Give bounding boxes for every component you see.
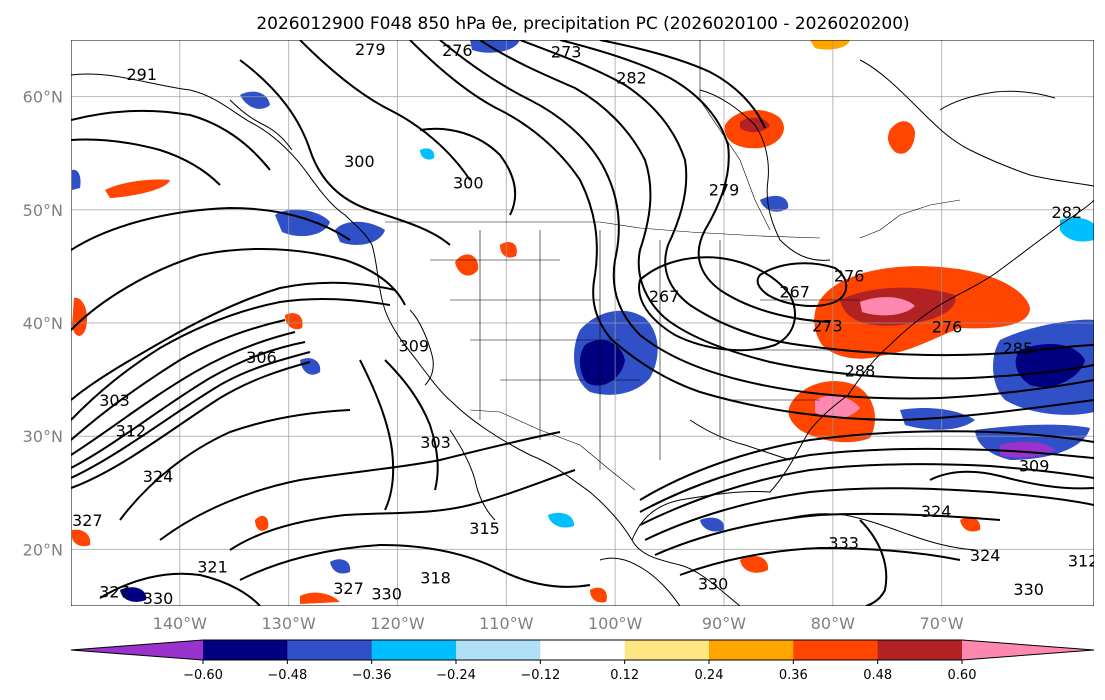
lon-tick-label: 90°W: [702, 614, 746, 633]
contour-label: 318: [420, 569, 451, 588]
contour-label: 273: [551, 42, 582, 61]
contour-label: 303: [420, 433, 451, 452]
borders: [385, 40, 961, 491]
colorbar-segment: [371, 640, 457, 660]
contour-label: 324: [970, 546, 1001, 565]
latitude-labels: 20°N 30°N 40°N 50°N 60°N: [23, 88, 63, 560]
colorbar-tick-label: 0.48: [863, 668, 892, 683]
colorbar-segment: [287, 640, 373, 660]
colorbar-tick-label: −0.36: [352, 668, 392, 683]
lat-tick-label: 30°N: [23, 427, 63, 446]
lon-tick-label: 140°W: [153, 614, 208, 633]
contour-label: 309: [1019, 457, 1050, 476]
contour-label: 288: [845, 362, 876, 381]
contour-label: 267: [649, 287, 680, 306]
colorbar-tick-label: 0.12: [610, 668, 639, 683]
contour-label: 285: [1003, 339, 1034, 358]
colorbar-extend-min: [71, 640, 203, 660]
chart-title: 2026012900 F048 850 hPa θe, precipitatio…: [256, 14, 909, 34]
colorbar-segment: [793, 640, 879, 660]
colorbar-tick-label: −0.24: [436, 668, 476, 683]
contour-label: 282: [1052, 203, 1083, 222]
contour-label: 330: [143, 589, 174, 608]
lon-tick-label: 110°W: [479, 614, 534, 633]
contour-label: 267: [779, 282, 810, 301]
contour-label: 330: [698, 574, 729, 593]
contour-label: 303: [99, 391, 130, 410]
contour-label: 309: [399, 337, 430, 356]
contour-label: 273: [812, 316, 843, 335]
lat-tick-label: 50°N: [23, 201, 63, 220]
colorbar-segment: [456, 640, 541, 660]
colorbar-tick-label: −0.12: [520, 668, 560, 683]
lon-tick-label: 120°W: [370, 614, 425, 633]
contour-label: 324: [921, 502, 952, 521]
contour-label: 324: [143, 467, 174, 486]
contour-label: 306: [246, 348, 277, 367]
contour-label: 276: [834, 266, 865, 285]
lon-tick-label: 70°W: [920, 614, 964, 633]
contour-label: 330: [371, 585, 402, 604]
colorbar-tick-label: −0.60: [183, 668, 223, 683]
lon-tick-label: 80°W: [811, 614, 855, 633]
lon-tick-label: 130°W: [261, 614, 316, 633]
colorbar-segment: [540, 640, 626, 660]
lat-tick-label: 60°N: [23, 88, 63, 107]
colorbar-extend-max: [962, 640, 1094, 660]
colorbar-segment: [203, 640, 288, 660]
longitude-labels: 140°W 130°W 120°W 110°W 100°W 90°W 80°W 70°W: [153, 614, 964, 633]
contour-label: 291: [126, 65, 157, 84]
theta-e-contours: [71, 40, 1094, 606]
colorbar-segment: [624, 640, 710, 660]
contour-label: 333: [828, 534, 859, 553]
contour-label: 327: [333, 579, 364, 598]
colorbar-tick-label: 0.24: [695, 668, 724, 683]
contour-label: 279: [709, 180, 740, 199]
contour-label: 312: [1068, 552, 1099, 571]
contour-label: 327: [99, 582, 130, 601]
contour-label: 327: [72, 511, 103, 530]
contour-label: 279: [355, 40, 386, 59]
colorbar-tick-label: 0.36: [779, 668, 808, 683]
colorbar-tick-label: 0.60: [948, 668, 977, 683]
contour-label: 300: [344, 152, 375, 171]
gridlines: [71, 40, 1094, 606]
contour-label: 282: [616, 68, 647, 87]
colorbar-tick-label: −0.48: [267, 668, 307, 683]
contour-label: 315: [469, 519, 500, 538]
contour-label: 312: [116, 422, 147, 441]
colorbar-segment: [709, 640, 794, 660]
contour-label: 330: [1013, 580, 1044, 599]
colorbar-segment: [877, 640, 963, 660]
lat-tick-label: 40°N: [23, 314, 63, 333]
contour-label: 276: [442, 41, 473, 60]
lat-tick-label: 20°N: [23, 540, 63, 559]
contour-label: 321: [197, 557, 228, 576]
colorbar: −0.60 −0.48 −0.36 −0.24 −0.12 0.12 0.24 0.36 0.4…: [70, 639, 1095, 683]
contour-label: 276: [932, 317, 963, 336]
lon-tick-label: 100°W: [588, 614, 643, 633]
contour-label: 300: [453, 174, 484, 193]
